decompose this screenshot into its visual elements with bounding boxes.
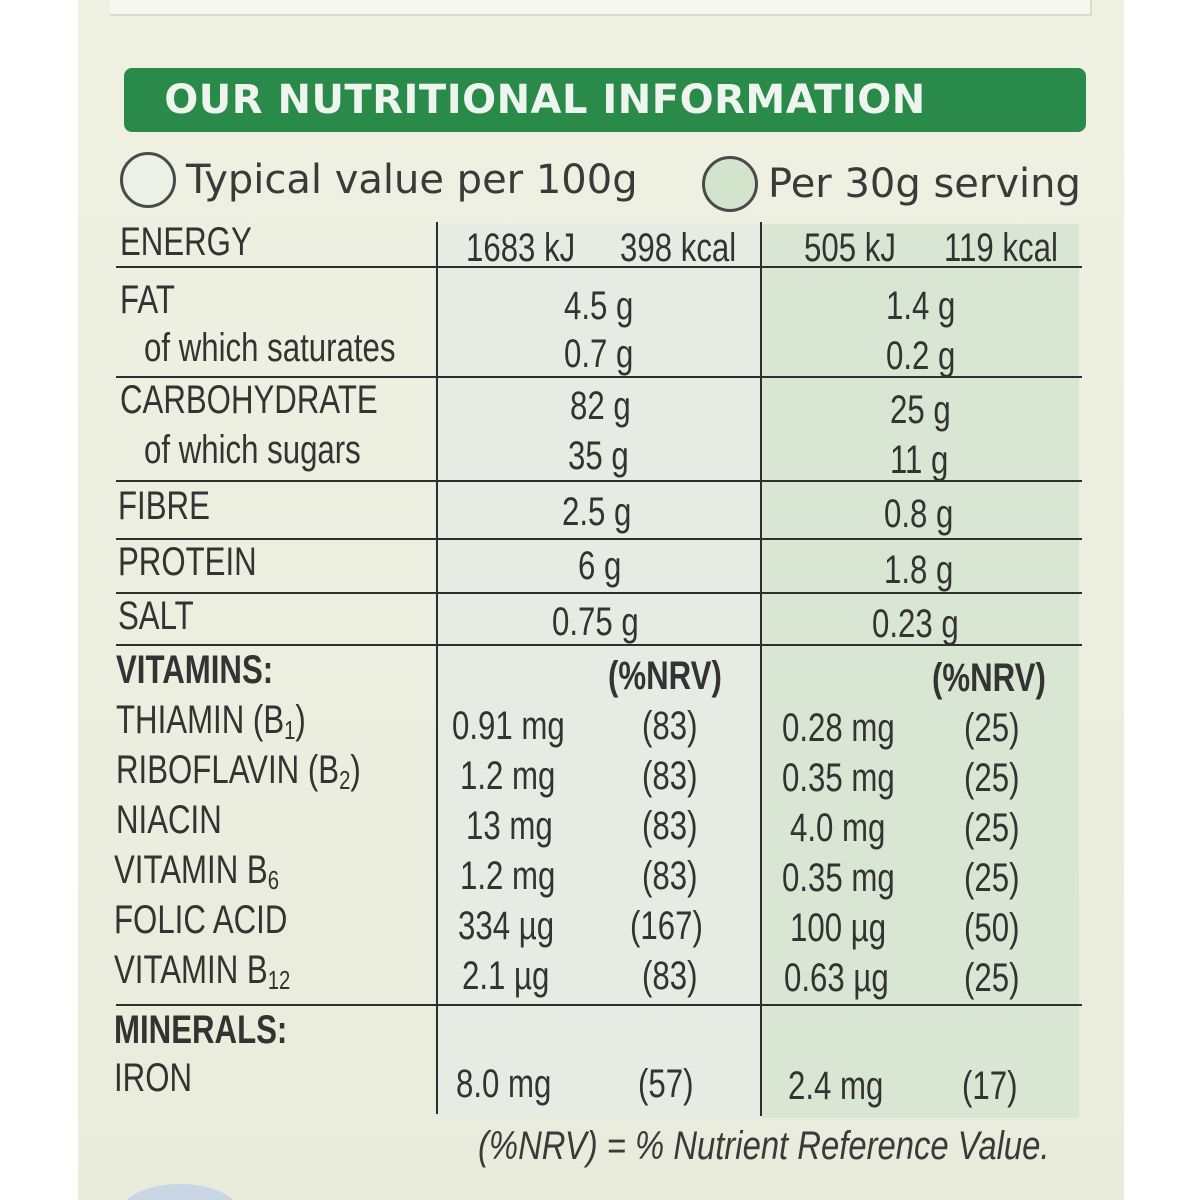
energy-kj-100g: 1683 kJ	[466, 226, 576, 270]
vitamin-nrv-serving: (25)	[964, 706, 1020, 750]
nutrient-value-serving: 0.2 g	[886, 334, 956, 378]
nutrient-label: SALT	[118, 594, 194, 638]
vitamin-nrv-100g: (83)	[642, 754, 698, 798]
vitamin-label: NIACIN	[116, 798, 222, 842]
energy-label: ENERGY	[120, 220, 252, 264]
nutrient-label: FIBRE	[118, 484, 210, 528]
mineral-value-100g: 8.0 mg	[456, 1062, 552, 1106]
legend-per-100g-label: Typical value per 100g	[186, 157, 638, 203]
vitamin-label: RIBOFLAVIN (B2)	[116, 748, 361, 795]
nrv-header-100g: (%NRV)	[608, 654, 722, 698]
vitamin-nrv-serving: (25)	[964, 756, 1020, 800]
nutrient-value-100g: 0.7 g	[564, 332, 634, 376]
nutrient-value-100g: 0.75 g	[552, 600, 639, 644]
column-per-serving	[761, 224, 1079, 1118]
vitamin-nrv-serving: (50)	[964, 906, 1020, 950]
vitamin-label: VITAMIN B12	[114, 948, 291, 995]
vitamin-value-serving: 0.63 µg	[784, 956, 889, 1000]
nutrient-label: of which saturates	[144, 326, 396, 370]
nutrient-label: of which sugars	[144, 428, 361, 472]
nutrient-value-100g: 2.5 g	[562, 490, 632, 534]
nutrient-value-serving: 25 g	[890, 388, 951, 432]
minerals-heading: MINERALS:	[114, 1008, 288, 1052]
vitamin-value-100g: 13 mg	[466, 804, 553, 848]
nutrient-value-100g: 6 g	[578, 544, 622, 588]
nutrient-value-serving: 0.23 g	[872, 602, 959, 646]
nutrient-label: PROTEIN	[118, 540, 257, 584]
row-divider	[116, 480, 1082, 482]
nutrient-value-serving: 1.4 g	[886, 284, 956, 328]
energy-kcal-100g: 398 kcal	[620, 226, 737, 270]
nutrient-value-100g: 35 g	[568, 434, 629, 478]
row-divider	[116, 592, 1082, 594]
nrv-header-serving: (%NRV)	[932, 656, 1046, 700]
vitamin-value-100g: 1.2 mg	[460, 854, 556, 898]
energy-kcal-serving: 119 kcal	[944, 226, 1058, 270]
nutrient-label: CARBOHYDRATE	[120, 378, 378, 422]
nrv-footnote: (%NRV) = % Nutrient Reference Value.	[478, 1124, 1050, 1168]
vitamin-value-100g: 2.1 µg	[462, 954, 550, 998]
nutrient-value-100g: 4.5 g	[564, 284, 634, 328]
column-divider	[436, 222, 438, 1114]
vitamin-nrv-serving: (25)	[964, 856, 1020, 900]
header-bar: OUR NUTRITIONAL INFORMATION	[124, 68, 1086, 132]
decorative-shape	[120, 1184, 240, 1200]
vitamin-value-serving: 0.28 mg	[782, 706, 895, 750]
row-divider	[116, 1004, 1082, 1006]
row-divider	[116, 376, 1082, 378]
vitamin-nrv-100g: (83)	[642, 704, 698, 748]
row-divider	[116, 538, 1082, 540]
energy-kj-serving: 505 kJ	[804, 226, 896, 270]
card-edge	[110, 0, 1092, 16]
vitamin-nrv-serving: (25)	[964, 956, 1020, 1000]
nutrient-label: FAT	[120, 278, 175, 322]
vitamin-value-100g: 0.91 mg	[452, 704, 565, 748]
mineral-label: IRON	[114, 1056, 192, 1100]
vitamin-nrv-100g: (83)	[642, 804, 698, 848]
column-per-100g	[434, 224, 760, 1118]
vitamin-value-serving: 0.35 mg	[782, 756, 895, 800]
mineral-nrv-100g: (57)	[638, 1062, 694, 1106]
panel-title: OUR NUTRITIONAL INFORMATION	[164, 77, 926, 123]
nutrient-value-100g: 82 g	[570, 384, 631, 428]
nutrient-value-serving: 11 g	[890, 438, 949, 482]
legend-circle-icon	[702, 156, 758, 212]
vitamin-value-100g: 334 µg	[458, 904, 555, 948]
mineral-value-serving: 2.4 mg	[788, 1064, 884, 1108]
column-divider	[760, 222, 762, 1116]
vitamin-nrv-100g: (167)	[630, 904, 703, 948]
mineral-nrv-serving: (17)	[962, 1064, 1018, 1108]
vitamin-nrv-serving: (25)	[964, 806, 1020, 850]
legend-per-serving: Per 30g serving	[702, 154, 1081, 214]
vitamin-nrv-100g: (83)	[642, 854, 698, 898]
vitamin-value-serving: 100 µg	[790, 906, 887, 950]
vitamin-label: THIAMIN (B1)	[116, 698, 306, 745]
row-divider	[116, 266, 1082, 268]
vitamin-value-serving: 0.35 mg	[782, 856, 895, 900]
vitamin-value-100g: 1.2 mg	[460, 754, 556, 798]
nutrition-panel: OUR NUTRITIONAL INFORMATION Typical valu…	[78, 0, 1124, 1200]
vitamins-heading: VITAMINS:	[116, 648, 274, 692]
legend-per-serving-label: Per 30g serving	[768, 161, 1081, 207]
nutrient-value-serving: 0.8 g	[884, 492, 954, 536]
legend-per-100g: Typical value per 100g	[120, 150, 638, 210]
nutrient-value-serving: 1.8 g	[884, 548, 954, 592]
vitamin-value-serving: 4.0 mg	[790, 806, 886, 850]
vitamin-label: VITAMIN B6	[114, 848, 279, 895]
row-divider	[116, 644, 1082, 646]
legend-circle-icon	[120, 152, 176, 208]
vitamin-nrv-100g: (83)	[642, 954, 698, 998]
vitamin-label: FOLIC ACID	[114, 898, 288, 942]
